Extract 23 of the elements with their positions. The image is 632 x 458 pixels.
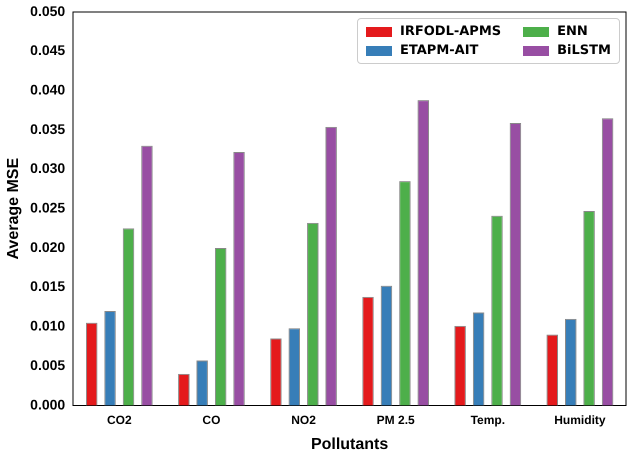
y-tick-label: 0.020 bbox=[30, 238, 66, 255]
x-tick-label: CO2 bbox=[106, 412, 132, 427]
legend-label: IRFODL-APMS bbox=[400, 24, 502, 39]
x-tick-label: PM 2.5 bbox=[376, 412, 416, 427]
x-tick-label: Humidity bbox=[554, 412, 606, 427]
y-tick-label: 0.045 bbox=[30, 42, 66, 58]
x-tick-label: CO bbox=[202, 412, 220, 427]
y-tick-label: 0.040 bbox=[30, 82, 66, 98]
y-tick-label: 0.005 bbox=[30, 356, 66, 373]
x-tick-label: Temp. bbox=[470, 412, 506, 427]
legend-label: ENN bbox=[557, 24, 588, 39]
y-tick-label: 0.030 bbox=[30, 160, 66, 176]
x-axis-title: Pollutants bbox=[310, 436, 388, 453]
y-axis-title: Average MSE bbox=[5, 158, 22, 260]
y-tick-label: 0.000 bbox=[30, 396, 66, 412]
y-tick-label: 0.025 bbox=[30, 200, 66, 216]
y-tick-label: 0.010 bbox=[30, 318, 66, 334]
y-tick-label: 0.050 bbox=[30, 2, 66, 19]
legend-label: BiLSTM bbox=[557, 43, 611, 58]
legend-label: ETAPM-AIT bbox=[400, 43, 478, 58]
y-tick-label: 0.035 bbox=[30, 120, 66, 137]
y-tick-label: 0.015 bbox=[30, 278, 66, 294]
x-tick-label: NO2 bbox=[291, 412, 316, 427]
